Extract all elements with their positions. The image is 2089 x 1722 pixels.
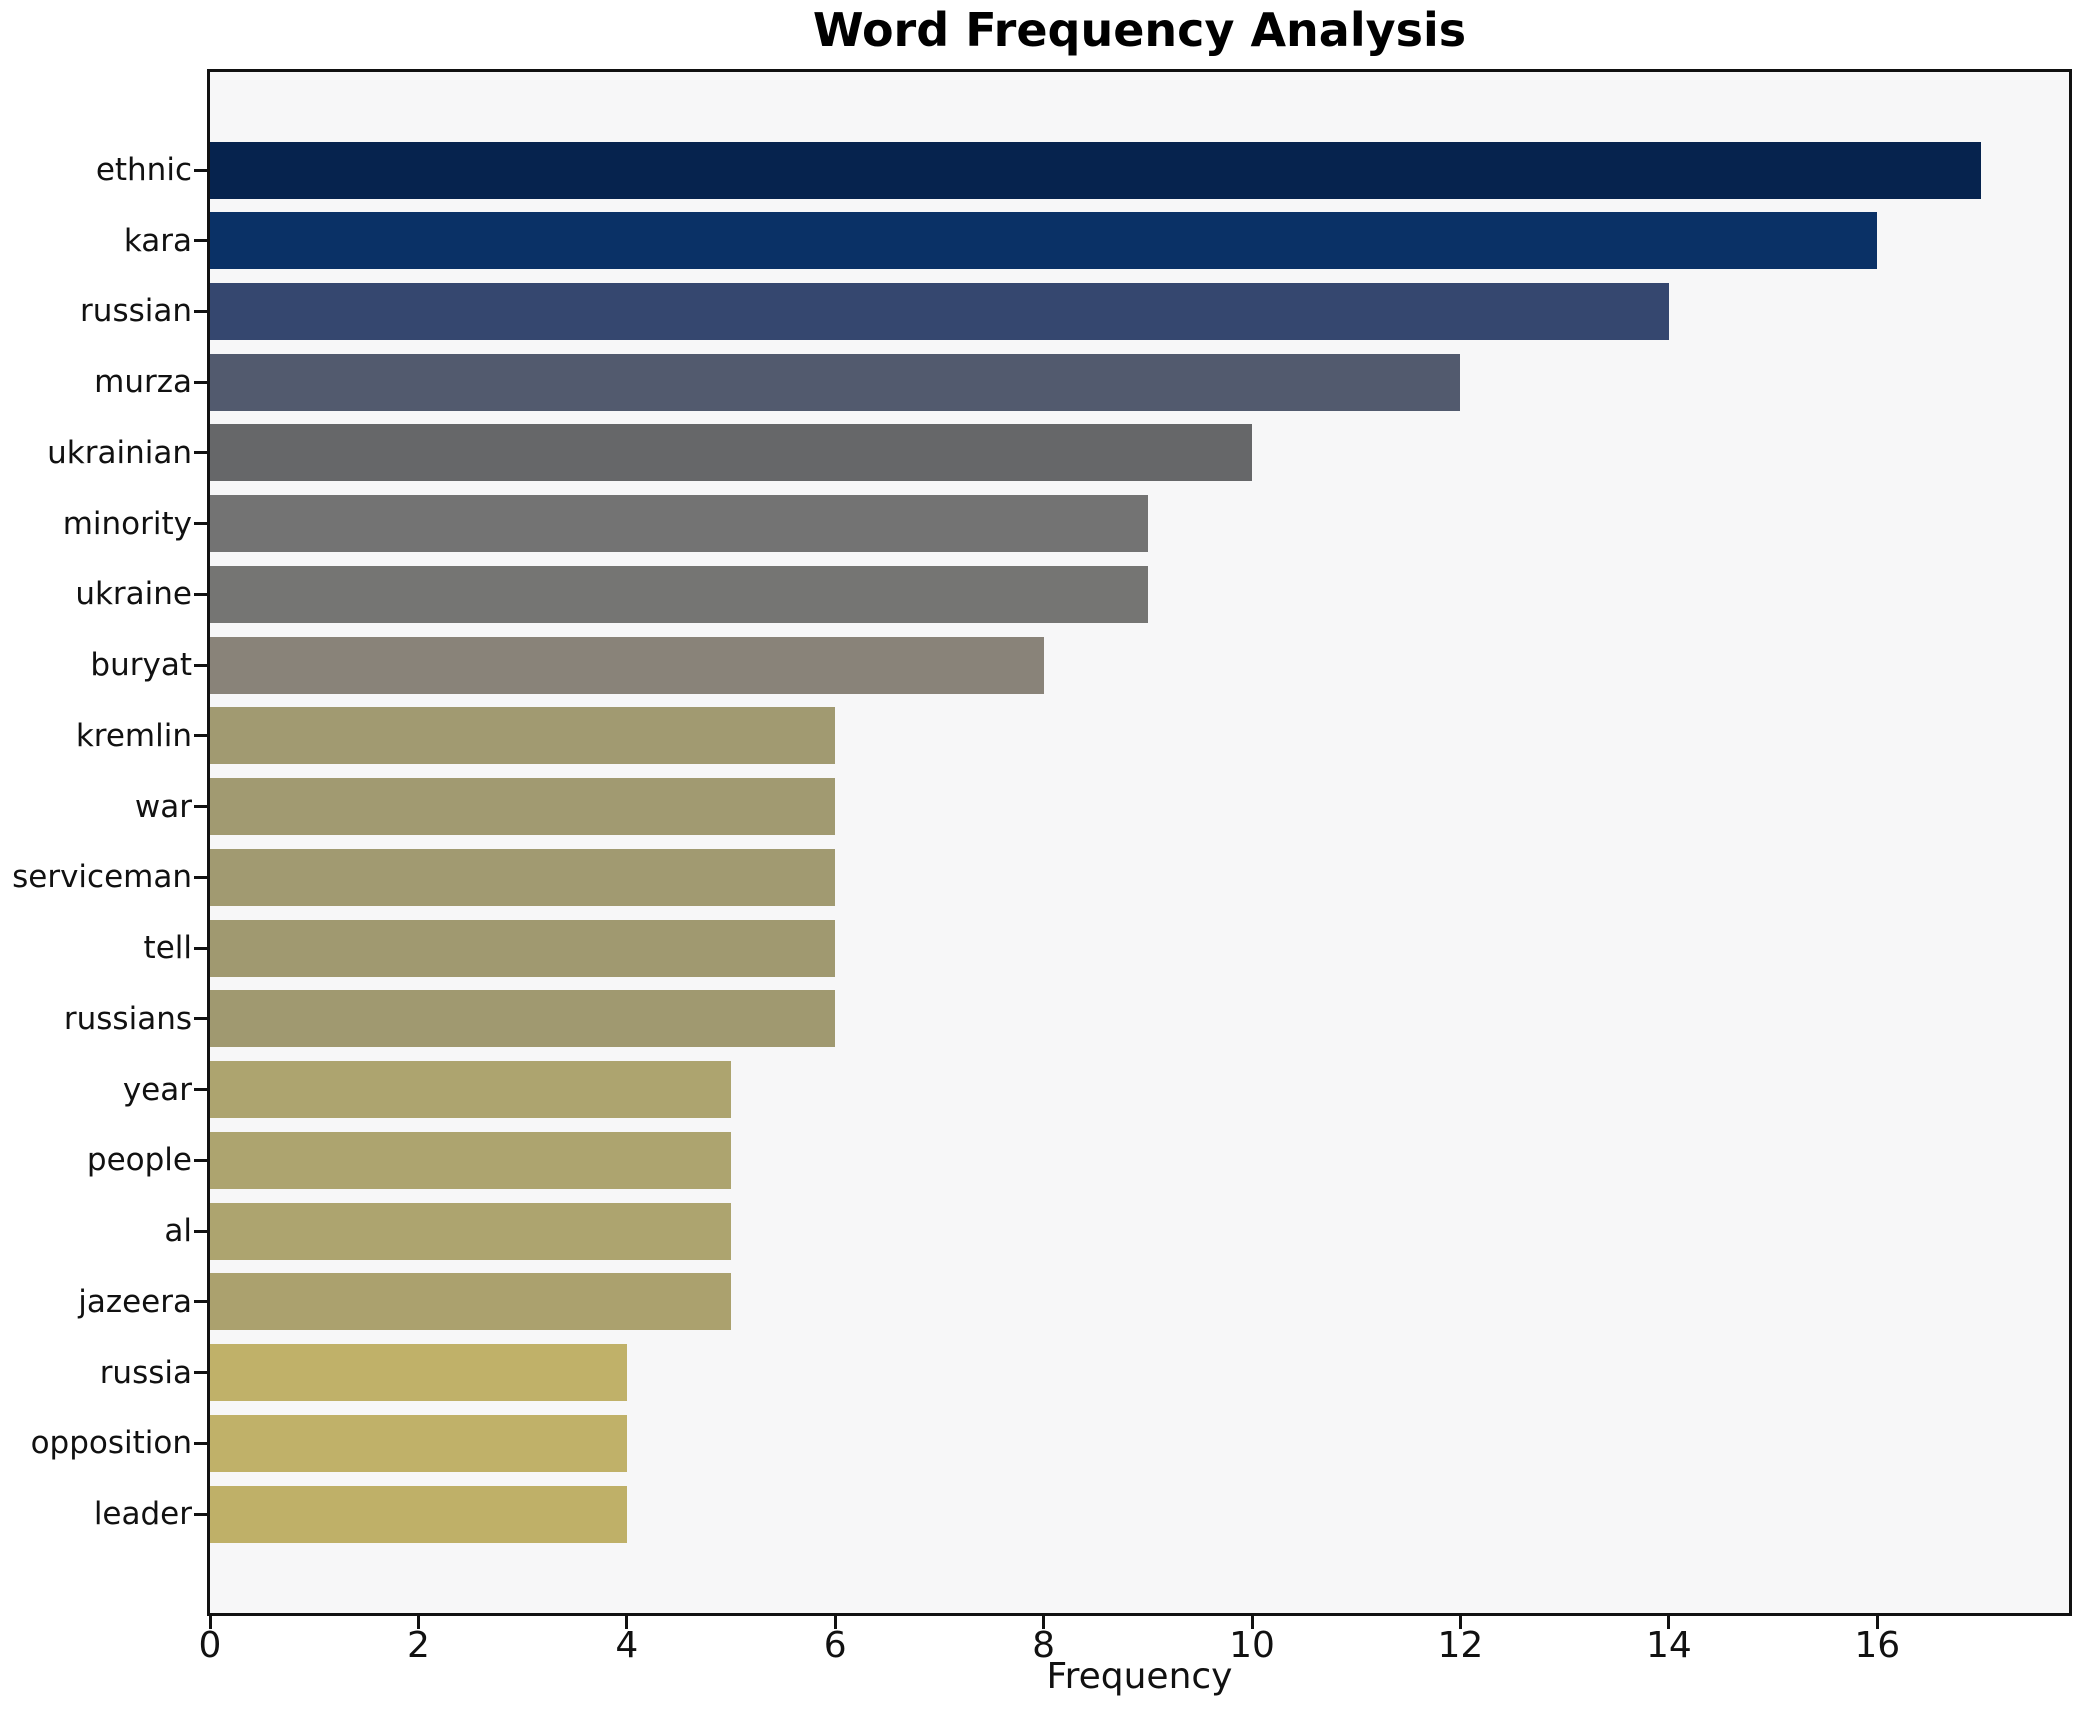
bar-kremlin	[210, 707, 836, 765]
x-tick-mark	[1250, 1616, 1254, 1629]
x-tick-mark	[1875, 1616, 1879, 1629]
y-axis-label-minority: minority	[62, 505, 192, 542]
y-tick-mark	[194, 1017, 207, 1021]
y-axis-label-russian: russian	[80, 293, 192, 330]
bar-year	[210, 1061, 732, 1119]
y-tick-mark	[194, 734, 207, 738]
bar-leader	[210, 1485, 627, 1543]
bar-buryat	[210, 636, 1044, 694]
y-axis-label-ukraine: ukraine	[75, 576, 192, 613]
y-tick-mark	[194, 946, 207, 950]
y-axis-label-people: people	[86, 1142, 192, 1179]
bar-russian	[210, 282, 1669, 340]
x-tick-mark	[833, 1616, 837, 1629]
x-tick-label-2: 2	[406, 1625, 430, 1666]
x-tick-mark	[1042, 1616, 1046, 1629]
y-tick-mark	[194, 663, 207, 667]
y-axis-label-leader: leader	[93, 1496, 192, 1533]
y-axis-label-kremlin: kremlin	[75, 717, 192, 754]
x-tick-mark	[625, 1616, 629, 1629]
x-tick-label-6: 6	[823, 1625, 847, 1666]
x-tick-label-4: 4	[615, 1625, 639, 1666]
x-tick-mark	[1458, 1616, 1462, 1629]
y-tick-mark	[194, 239, 207, 243]
x-tick-label-8: 8	[1032, 1625, 1056, 1666]
y-tick-mark	[194, 805, 207, 809]
x-tick-label-16: 16	[1854, 1625, 1901, 1666]
y-tick-mark	[194, 168, 207, 172]
x-tick-label-0: 0	[198, 1625, 222, 1666]
bar-people	[210, 1131, 732, 1189]
bar-jazeera	[210, 1273, 732, 1331]
y-axis-label-jazeera: jazeera	[78, 1283, 192, 1320]
y-tick-mark	[194, 1300, 207, 1304]
y-axis-label-russia: russia	[99, 1354, 192, 1391]
y-axis-label-opposition: opposition	[30, 1425, 192, 1462]
bar-al	[210, 1202, 732, 1260]
bar-ukraine	[210, 565, 1148, 623]
y-axis-label-murza: murza	[94, 364, 192, 401]
y-axis-label-serviceman: serviceman	[12, 859, 192, 896]
bar-murza	[210, 353, 1461, 411]
bar-opposition	[210, 1414, 627, 1472]
y-tick-mark	[194, 875, 207, 879]
y-axis-label-ethnic: ethnic	[95, 152, 192, 188]
y-axis-label-year: year	[122, 1071, 192, 1108]
y-tick-mark	[194, 1229, 207, 1233]
x-tick-label-14: 14	[1645, 1625, 1692, 1666]
y-axis-label-war: war	[134, 788, 192, 825]
y-axis-label-ukrainian: ukrainian	[47, 434, 192, 471]
x-tick-label-12: 12	[1437, 1625, 1484, 1666]
bar-ethnic	[210, 141, 1982, 199]
y-tick-mark	[194, 1512, 207, 1516]
bar-russians	[210, 990, 836, 1048]
x-tick-mark	[208, 1616, 212, 1629]
bar-serviceman	[210, 848, 836, 906]
bar-ukrainian	[210, 424, 1253, 482]
bar-tell	[210, 919, 836, 977]
y-tick-mark	[194, 1441, 207, 1445]
y-tick-mark	[194, 1088, 207, 1092]
bar-kara	[210, 212, 1878, 270]
x-tick-mark	[1667, 1616, 1671, 1629]
y-axis-label-al: al	[164, 1213, 192, 1250]
y-tick-mark	[194, 1371, 207, 1375]
x-axis-title: Frequency	[1046, 1656, 1233, 1697]
chart-title: Word Frequency Analysis	[812, 3, 1467, 57]
y-axis-label-kara: kara	[123, 222, 192, 259]
y-axis-label-buryat: buryat	[90, 647, 192, 684]
bar-russia	[210, 1344, 627, 1402]
y-axis-label-tell: tell	[143, 930, 192, 967]
y-axis-label-russians: russians	[63, 1000, 192, 1037]
y-tick-mark	[194, 451, 207, 455]
y-tick-mark	[194, 380, 207, 384]
x-tick-label-10: 10	[1229, 1625, 1275, 1666]
y-tick-mark	[194, 1158, 207, 1162]
x-tick-mark	[416, 1616, 420, 1629]
y-tick-mark	[194, 522, 207, 526]
y-tick-mark	[194, 309, 207, 313]
y-tick-mark	[194, 592, 207, 596]
bar-minority	[210, 495, 1148, 553]
bar-war	[210, 778, 836, 836]
